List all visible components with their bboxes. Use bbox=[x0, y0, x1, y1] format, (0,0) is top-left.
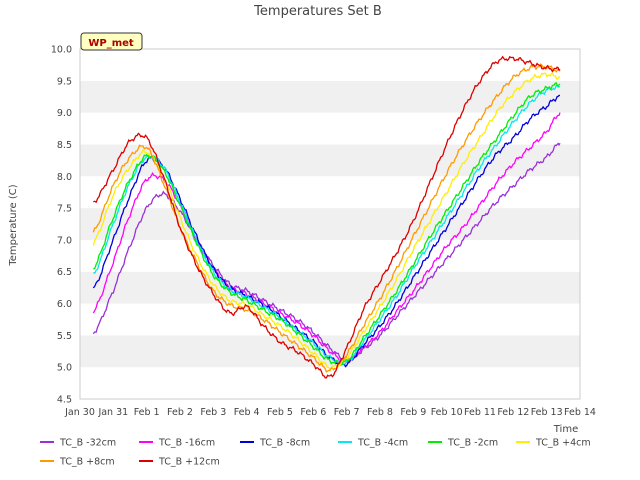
series-lines bbox=[92, 55, 561, 379]
grid-band bbox=[80, 271, 580, 304]
x-axis-label: Time bbox=[553, 424, 578, 435]
x-tick-label: Feb 12 bbox=[497, 407, 529, 418]
series-line bbox=[93, 55, 561, 379]
legend-label: TC_B -16cm bbox=[158, 438, 215, 449]
y-tick-label: 7.5 bbox=[57, 204, 72, 215]
legend-item: TC_B +12cm bbox=[139, 457, 220, 468]
legend-item: TC_B -32cm bbox=[40, 438, 116, 449]
x-tick-label: Feb 10 bbox=[431, 407, 463, 418]
x-tick-label: Jan 31 bbox=[97, 407, 128, 418]
series-line bbox=[92, 82, 561, 366]
x-tick-label: Feb 1 bbox=[134, 407, 160, 418]
legend-label: TC_B +4cm bbox=[535, 438, 591, 449]
x-tick-label: Feb 13 bbox=[531, 407, 563, 418]
plot-frame bbox=[79, 48, 581, 400]
legend-item: TC_B -8cm bbox=[240, 438, 310, 449]
legend-item: TC_B -16cm bbox=[139, 438, 215, 449]
y-tick-label: 9.5 bbox=[57, 76, 72, 87]
x-tick-label: Feb 4 bbox=[234, 407, 260, 418]
y-tick-label: 9.0 bbox=[57, 108, 72, 119]
legend-label: TC_B -2cm bbox=[447, 438, 498, 449]
y-tick-label: 8.5 bbox=[57, 140, 72, 151]
grid-band bbox=[80, 144, 580, 177]
legend-item: TC_B -2cm bbox=[428, 438, 498, 449]
x-tick-label: Feb 2 bbox=[167, 407, 193, 418]
x-tick-label: Feb 8 bbox=[367, 407, 393, 418]
grid-band bbox=[80, 80, 580, 113]
grid-band bbox=[80, 208, 580, 240]
legend-label: TC_B -4cm bbox=[357, 438, 408, 449]
y-axis-ticks: 4.5 5.0 5.5 6.0 6.5 7.0 7.5 8.0 8.5 9.0 9.5 10.0 bbox=[51, 45, 72, 406]
x-tick-label: Feb 7 bbox=[334, 407, 360, 418]
legend: TC_B -32cm TC_B -16cm TC_B -8cm TC_B -4cm TC… bbox=[40, 438, 591, 468]
y-tick-label: 8.0 bbox=[57, 172, 72, 183]
y-tick-label: 6.5 bbox=[57, 267, 72, 278]
station-badge-label: WP_met bbox=[88, 38, 134, 49]
x-tick-label: Feb 11 bbox=[464, 407, 496, 418]
y-tick-label: 6.0 bbox=[57, 299, 72, 310]
x-tick-label: Feb 9 bbox=[400, 407, 426, 418]
station-badge: WP_met bbox=[80, 32, 143, 51]
x-tick-label: Jan 30 bbox=[64, 407, 95, 418]
x-tick-label: Feb 5 bbox=[267, 407, 293, 418]
grid-band bbox=[80, 49, 580, 81]
legend-label: TC_B -32cm bbox=[59, 438, 116, 449]
x-axis-ticks: Jan 30 Jan 31 Feb 1 Feb 2 Feb 3 Feb 4 Feb 5 Feb… bbox=[64, 407, 596, 418]
legend-item: TC_B +4cm bbox=[516, 438, 591, 449]
legend-label: TC_B +8cm bbox=[59, 457, 115, 468]
y-axis-label: Temperature (C) bbox=[8, 184, 19, 266]
x-tick-label: Feb 6 bbox=[300, 407, 326, 418]
station-badge-box bbox=[80, 32, 143, 51]
grid-band bbox=[80, 176, 580, 209]
x-tick-label: Feb 14 bbox=[564, 407, 596, 418]
grid-bands bbox=[80, 49, 580, 399]
x-tick-label: Feb 3 bbox=[200, 407, 226, 418]
series-line bbox=[92, 112, 561, 364]
grid-band bbox=[80, 239, 580, 272]
y-tick-label: 7.0 bbox=[57, 235, 72, 246]
series-line bbox=[93, 84, 561, 366]
y-tick-label: 5.5 bbox=[57, 331, 72, 342]
grid-band bbox=[80, 303, 580, 336]
legend-label: TC_B +12cm bbox=[158, 457, 220, 468]
chart-title: Temperatures Set B bbox=[253, 4, 382, 19]
y-tick-label: 5.0 bbox=[57, 363, 72, 374]
y-tick-label: 10.0 bbox=[51, 45, 72, 56]
legend-label: TC_B -8cm bbox=[259, 438, 310, 449]
legend-item: TC_B +8cm bbox=[40, 457, 115, 468]
series-line bbox=[92, 63, 561, 373]
legend-item: TC_B -4cm bbox=[338, 438, 408, 449]
y-tick-label: 4.5 bbox=[57, 395, 72, 406]
grid-band bbox=[80, 367, 580, 399]
